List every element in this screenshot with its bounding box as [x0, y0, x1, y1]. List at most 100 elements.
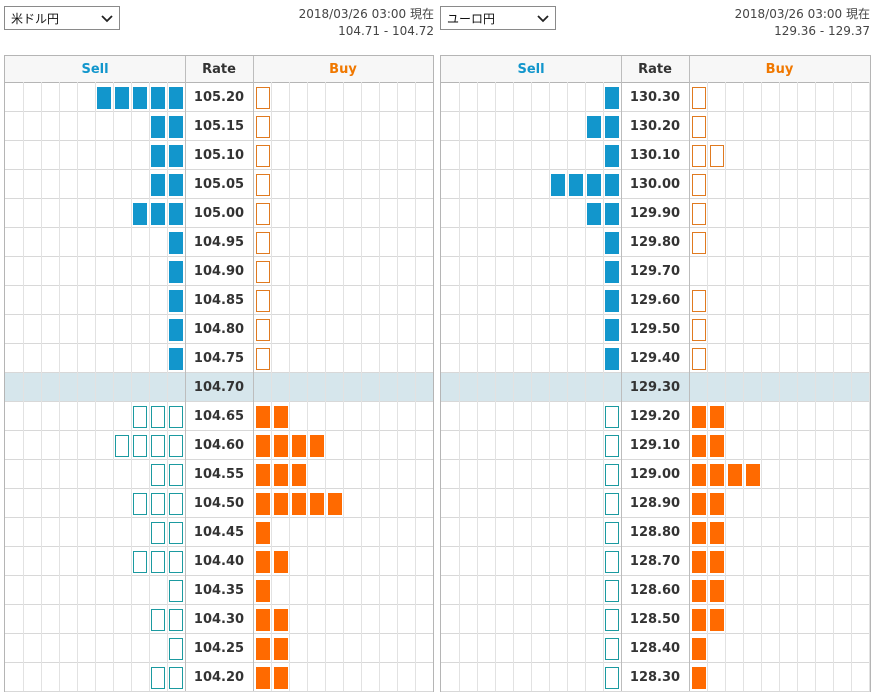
row-divider — [5, 198, 433, 199]
rate-cell: 128.80 — [629, 525, 681, 540]
row-divider — [441, 575, 870, 576]
row-divider — [441, 662, 870, 663]
cell-divider — [343, 82, 344, 691]
buy-header: Buy — [689, 56, 870, 82]
cell-divider — [725, 82, 726, 691]
sell-order-bar — [605, 434, 619, 457]
rate-cell: 129.10 — [629, 438, 681, 453]
buy-order-bar — [256, 260, 270, 283]
sell-order-bar — [169, 405, 183, 428]
cell-divider — [325, 82, 326, 691]
order-board: Sell Rate Buy 130.30 130.20 130.10 130.00 12… — [440, 55, 871, 692]
rate-cell: 129.50 — [629, 322, 681, 337]
sell-order-bar — [569, 173, 583, 196]
buy-order-bar — [710, 492, 724, 515]
current-rate-row — [441, 373, 870, 401]
rate-cell: 104.50 — [193, 496, 245, 511]
buy-order-bar — [692, 434, 706, 457]
sell-order-bar — [97, 86, 111, 109]
cell-divider — [815, 82, 816, 691]
cell-divider — [707, 82, 708, 691]
sell-order-bar — [133, 492, 147, 515]
row-divider — [5, 604, 433, 605]
buy-order-bar — [710, 463, 724, 486]
currency-pair-select[interactable]: ユーロ円 — [440, 6, 556, 30]
buy-order-bar — [256, 492, 270, 515]
sell-order-bar — [169, 318, 183, 341]
buy-order-bar — [692, 492, 706, 515]
order-book-panel-usdjpy: 米ドル円 2018/03/26 03:00 現在 104.71 - 104.72… — [0, 0, 436, 698]
sell-order-bar — [151, 115, 165, 138]
rate-cell: 104.60 — [193, 438, 245, 453]
row-divider — [441, 227, 870, 228]
buy-order-bar — [692, 86, 706, 109]
rate-cell: 105.00 — [193, 206, 245, 221]
buy-order-bar — [710, 521, 724, 544]
rate-cell: 128.40 — [629, 641, 681, 656]
buy-order-bar — [710, 144, 724, 167]
buy-order-bar — [692, 550, 706, 573]
row-divider — [441, 517, 870, 518]
timestamp: 2018/03/26 03:00 現在 — [298, 7, 434, 21]
buy-order-bar — [274, 666, 288, 689]
row-divider — [5, 314, 433, 315]
row-divider — [5, 111, 433, 112]
buy-order-bar — [274, 434, 288, 457]
buy-order-bar — [310, 434, 324, 457]
row-divider — [441, 111, 870, 112]
buy-order-bar — [692, 144, 706, 167]
buy-order-bar — [256, 405, 270, 428]
row-divider — [5, 343, 433, 344]
rate-cell: 105.05 — [193, 177, 245, 192]
sell-order-bar — [605, 202, 619, 225]
sell-order-bar — [169, 173, 183, 196]
order-book-panel-eurjpy: ユーロ円 2018/03/26 03:00 現在 129.36 - 129.37… — [436, 0, 878, 698]
sell-order-bar — [605, 579, 619, 602]
cell-divider — [289, 82, 290, 691]
row-divider — [5, 285, 433, 286]
sell-order-bar — [115, 434, 129, 457]
row-divider — [5, 169, 433, 170]
buy-order-bar — [692, 666, 706, 689]
sell-order-bar — [169, 144, 183, 167]
rate-cell: 105.10 — [193, 148, 245, 163]
currency-pair-select[interactable]: 米ドル円 — [4, 6, 120, 30]
sell-order-bar — [169, 202, 183, 225]
buy-order-bar — [692, 608, 706, 631]
buy-order-bar — [692, 463, 706, 486]
buy-order-bar — [256, 550, 270, 573]
row-divider — [5, 517, 433, 518]
cell-divider — [549, 82, 550, 691]
buy-order-bar — [256, 173, 270, 196]
buy-order-bar — [292, 492, 306, 515]
sell-order-bar — [169, 260, 183, 283]
row-divider — [5, 575, 433, 576]
sell-order-bar — [605, 666, 619, 689]
cell-divider — [477, 82, 478, 691]
buy-order-bar — [256, 202, 270, 225]
sell-order-bar — [169, 231, 183, 254]
rate-cell: 130.20 — [629, 119, 681, 134]
cell-divider — [379, 82, 380, 691]
sell-order-bar — [169, 521, 183, 544]
sell-order-bar — [151, 202, 165, 225]
rate-cell: 128.60 — [629, 583, 681, 598]
sell-order-bar — [151, 463, 165, 486]
sell-order-bar — [151, 666, 165, 689]
rate-cell: 129.90 — [629, 206, 681, 221]
rate-cell: 104.90 — [193, 264, 245, 279]
row-divider — [5, 633, 433, 634]
buy-order-bar — [710, 550, 724, 573]
sell-order-bar — [605, 405, 619, 428]
sell-header: Sell — [5, 56, 185, 82]
cell-divider — [797, 82, 798, 691]
rate-cell: 104.85 — [193, 293, 245, 308]
sell-order-bar — [551, 173, 565, 196]
bid-ask-quote: 104.71 - 104.72 — [338, 24, 434, 38]
sell-order-bar — [605, 608, 619, 631]
buy-order-bar — [256, 318, 270, 341]
sell-order-bar — [133, 405, 147, 428]
rate-cell: 104.20 — [193, 670, 245, 685]
sell-order-bar — [151, 434, 165, 457]
row-divider — [5, 662, 433, 663]
